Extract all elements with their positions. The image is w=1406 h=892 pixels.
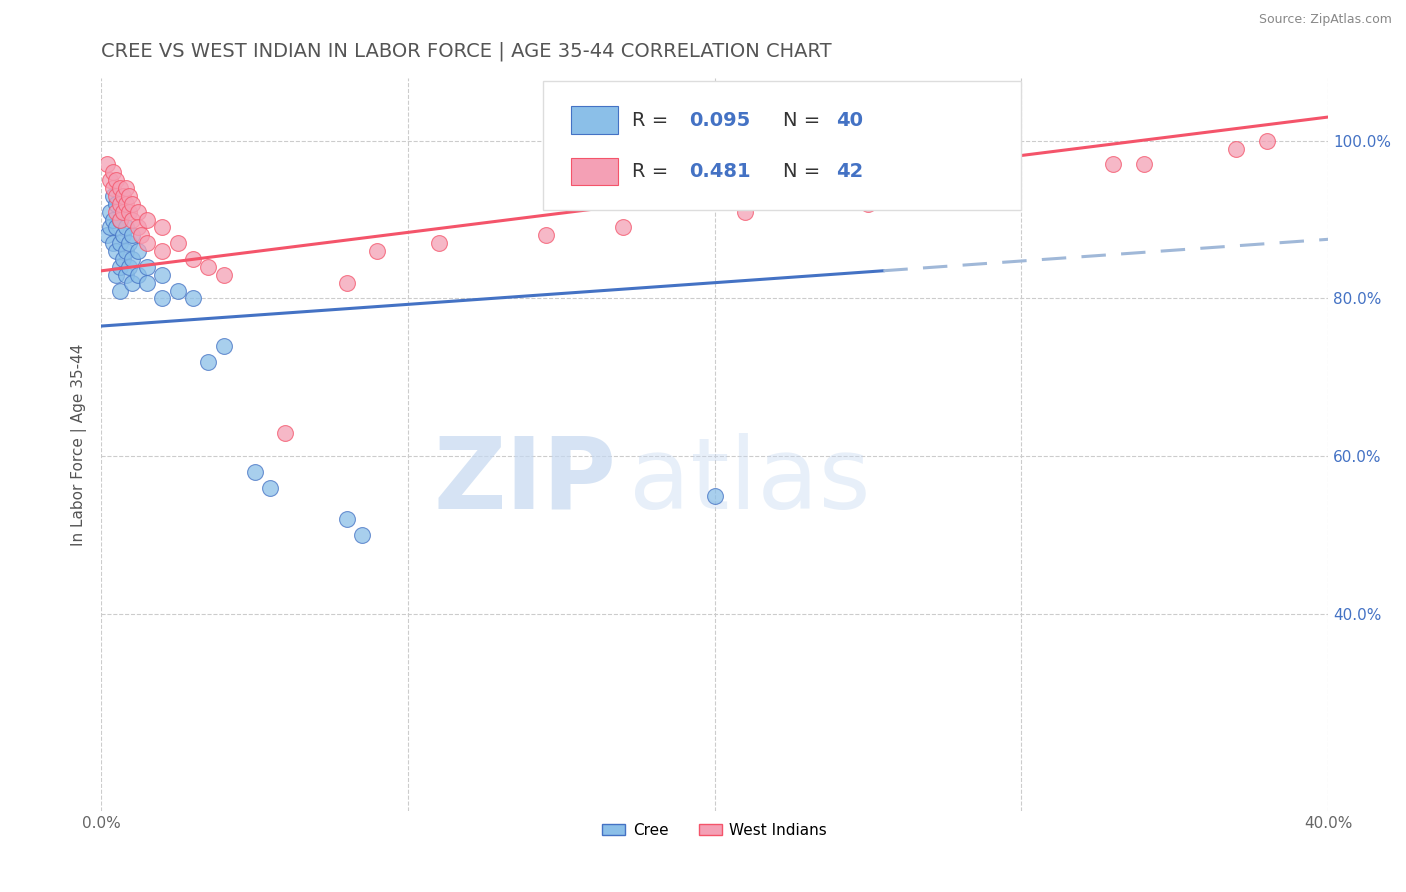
Text: ZIP: ZIP (433, 433, 616, 530)
Point (259, 481, 281, 495)
Point (118, 189, 141, 203)
Point (181, 252, 204, 266)
Point (166, 236, 188, 251)
Text: 0.481: 0.481 (689, 162, 751, 181)
Text: Source: ZipAtlas.com: Source: ZipAtlas.com (1258, 13, 1392, 27)
Point (111, 189, 134, 203)
Point (212, 268, 235, 282)
Point (335, 512, 357, 526)
Text: 40: 40 (837, 111, 863, 129)
Point (212, 339, 235, 353)
Point (1133, 157, 1156, 171)
Point (612, 220, 634, 235)
Point (108, 196, 131, 211)
Point (114, 196, 136, 211)
Point (111, 204, 134, 219)
Y-axis label: In Labor Force | Age 35-44: In Labor Force | Age 35-44 (72, 343, 87, 546)
Point (121, 276, 143, 290)
Point (152, 268, 174, 282)
Point (152, 220, 174, 235)
Point (108, 260, 131, 274)
Point (105, 220, 128, 235)
Point (350, 528, 373, 542)
Point (703, 489, 725, 503)
Point (98, 204, 121, 219)
Point (136, 260, 159, 274)
Point (181, 292, 204, 306)
Point (127, 268, 149, 282)
Point (1102, 157, 1125, 171)
Point (103, 236, 125, 251)
Point (534, 228, 557, 243)
Text: N =: N = (783, 111, 827, 129)
Point (96, 228, 118, 243)
Text: atlas: atlas (628, 433, 870, 530)
Point (108, 212, 131, 227)
Point (127, 220, 149, 235)
Point (136, 212, 159, 227)
Point (105, 189, 128, 203)
Point (136, 276, 159, 290)
Point (118, 260, 141, 274)
Point (274, 425, 297, 440)
Point (366, 244, 388, 259)
Text: CREE VS WEST INDIAN IN LABOR FORCE | AGE 35-44 CORRELATION CHART: CREE VS WEST INDIAN IN LABOR FORCE | AGE… (101, 42, 832, 62)
FancyBboxPatch shape (571, 106, 617, 134)
Point (734, 204, 756, 219)
Point (121, 212, 143, 227)
FancyBboxPatch shape (543, 81, 1021, 210)
Point (121, 196, 143, 211)
Point (1256, 134, 1278, 148)
Text: N =: N = (783, 162, 827, 181)
Point (105, 173, 128, 187)
Text: R =: R = (633, 162, 675, 181)
Point (166, 284, 188, 298)
Point (114, 268, 136, 282)
Point (111, 228, 134, 243)
Text: 0.095: 0.095 (689, 111, 751, 129)
Point (108, 284, 131, 298)
Point (98, 220, 121, 235)
Point (111, 252, 134, 266)
Legend: Cree, West Indians: Cree, West Indians (596, 817, 834, 844)
Point (108, 212, 131, 227)
Point (1225, 142, 1247, 156)
Point (118, 204, 141, 219)
Point (96, 157, 118, 171)
Point (152, 244, 174, 259)
Point (103, 189, 125, 203)
Point (114, 244, 136, 259)
Point (108, 181, 131, 195)
Point (127, 244, 149, 259)
Point (118, 236, 141, 251)
Point (103, 212, 125, 227)
Point (136, 236, 159, 251)
Text: R =: R = (633, 111, 675, 129)
Point (105, 268, 128, 282)
Point (121, 228, 143, 243)
Point (127, 204, 149, 219)
Point (427, 236, 450, 251)
Point (856, 196, 879, 211)
Point (335, 276, 357, 290)
Point (103, 181, 125, 195)
Point (105, 204, 128, 219)
Text: 42: 42 (837, 162, 863, 181)
Point (98, 173, 121, 187)
Point (108, 236, 131, 251)
Point (105, 196, 128, 211)
Point (197, 354, 219, 368)
Point (114, 220, 136, 235)
FancyBboxPatch shape (571, 158, 617, 186)
Point (114, 181, 136, 195)
Point (129, 228, 152, 243)
Point (152, 292, 174, 306)
Point (105, 244, 128, 259)
Point (111, 204, 134, 219)
Point (197, 260, 219, 274)
Point (980, 181, 1002, 195)
Point (121, 252, 143, 266)
Point (103, 165, 125, 179)
Point (243, 465, 266, 479)
